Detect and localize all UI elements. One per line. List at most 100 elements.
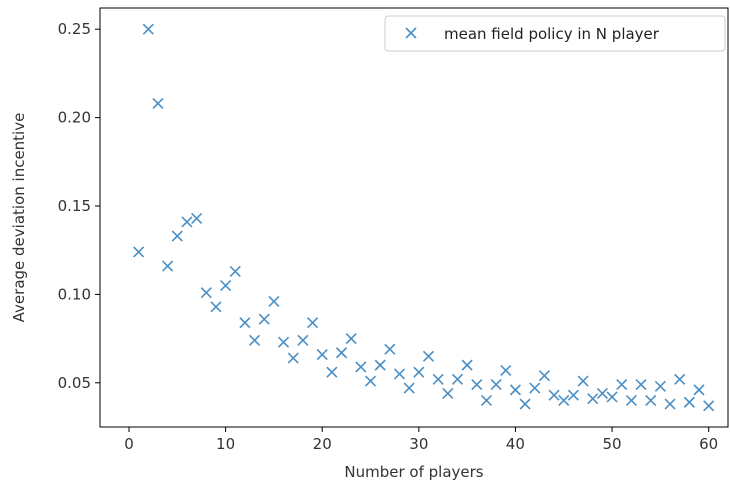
data-point xyxy=(674,373,686,385)
data-point xyxy=(278,336,290,348)
marker-stroke xyxy=(268,295,280,308)
data-point xyxy=(538,370,550,382)
marker-stroke xyxy=(258,313,270,325)
data-point xyxy=(374,359,386,371)
marker-stroke xyxy=(152,97,164,110)
legend: mean field policy in N player xyxy=(384,15,726,52)
data-point xyxy=(287,352,299,364)
marker-stroke xyxy=(558,394,570,407)
data-point xyxy=(200,287,212,299)
data-point xyxy=(500,364,512,376)
marker-stroke xyxy=(220,279,232,292)
data-point xyxy=(635,379,647,391)
marker-stroke xyxy=(191,212,203,224)
marker-stroke xyxy=(422,350,435,362)
data-point xyxy=(229,265,241,277)
data-point xyxy=(162,260,174,272)
data-point xyxy=(403,382,415,394)
data-point xyxy=(442,387,454,399)
data-point xyxy=(220,279,232,292)
marker-stroke xyxy=(587,393,599,405)
marker-stroke xyxy=(229,265,241,277)
x-axis-title: Number of players xyxy=(344,463,483,481)
marker-stroke xyxy=(297,334,309,346)
x-tick-label: 50 xyxy=(603,435,622,453)
marker-stroke xyxy=(548,389,560,401)
data-point xyxy=(548,389,560,401)
data-point xyxy=(451,373,464,385)
y-tick-label: 0.10 xyxy=(58,285,91,303)
data-point xyxy=(432,373,444,385)
y-tick-label: 0.25 xyxy=(58,20,91,38)
data-point xyxy=(606,391,618,403)
x-tick-label: 0 xyxy=(124,435,134,453)
data-points xyxy=(133,23,715,412)
y-tick-label: 0.20 xyxy=(58,109,91,127)
marker-stroke xyxy=(326,366,338,378)
legend-marker-cross xyxy=(405,27,417,39)
marker-stroke xyxy=(451,373,464,385)
marker-stroke xyxy=(171,230,183,242)
marker-stroke xyxy=(374,359,386,371)
marker-stroke xyxy=(500,364,512,376)
marker-stroke xyxy=(480,394,493,407)
data-point xyxy=(422,350,435,362)
x-tick-label: 20 xyxy=(313,435,332,453)
marker-stroke xyxy=(287,352,299,364)
plot-area xyxy=(99,7,729,428)
marker-stroke xyxy=(606,391,618,403)
data-point xyxy=(306,317,319,329)
data-point xyxy=(509,384,522,396)
data-point xyxy=(645,394,657,407)
marker-stroke xyxy=(384,343,396,355)
data-point xyxy=(181,216,193,228)
y-tick-label: 0.05 xyxy=(58,374,91,392)
data-point xyxy=(683,396,695,408)
marker-stroke xyxy=(645,394,657,407)
data-point xyxy=(393,368,406,380)
data-point xyxy=(413,366,425,378)
marker-stroke xyxy=(625,394,637,407)
marker-stroke xyxy=(393,368,406,380)
data-point xyxy=(297,334,309,346)
marker-stroke xyxy=(635,379,647,391)
marker-stroke xyxy=(405,27,417,39)
marker-stroke xyxy=(249,334,261,346)
marker-stroke xyxy=(703,400,715,412)
axis-ticks: 0 10 20 30 40 50 60 0.05 0.10 0.15 0.20 0.25 xyxy=(58,20,719,453)
marker-stroke xyxy=(567,389,579,401)
marker-stroke xyxy=(133,246,145,258)
x-tick-label: 40 xyxy=(506,435,525,453)
marker-stroke xyxy=(674,373,686,385)
data-point xyxy=(480,394,493,407)
data-point xyxy=(519,398,531,410)
data-point xyxy=(258,313,270,325)
data-point xyxy=(587,393,599,405)
data-point xyxy=(152,97,164,110)
data-point xyxy=(355,361,367,373)
marker-stroke xyxy=(461,359,473,371)
data-point xyxy=(693,384,705,396)
data-point xyxy=(654,380,666,392)
data-point xyxy=(133,246,145,258)
x-tick-label: 30 xyxy=(409,435,428,453)
marker-stroke xyxy=(278,336,290,348)
marker-stroke xyxy=(364,375,377,387)
data-point xyxy=(577,375,589,387)
marker-stroke xyxy=(200,287,212,299)
legend-box xyxy=(384,15,726,52)
marker-stroke xyxy=(529,382,541,394)
data-point xyxy=(625,394,637,407)
marker-stroke xyxy=(442,387,454,399)
y-axis-title: Average deviation incentive xyxy=(10,113,28,323)
marker-stroke xyxy=(596,387,608,399)
marker-stroke xyxy=(316,348,328,361)
marker-stroke xyxy=(509,384,522,396)
marker-stroke xyxy=(413,366,425,378)
marker-stroke xyxy=(519,398,531,410)
marker-stroke xyxy=(306,317,319,329)
marker-stroke xyxy=(683,396,695,408)
marker-stroke xyxy=(664,398,676,410)
data-point xyxy=(210,301,222,313)
